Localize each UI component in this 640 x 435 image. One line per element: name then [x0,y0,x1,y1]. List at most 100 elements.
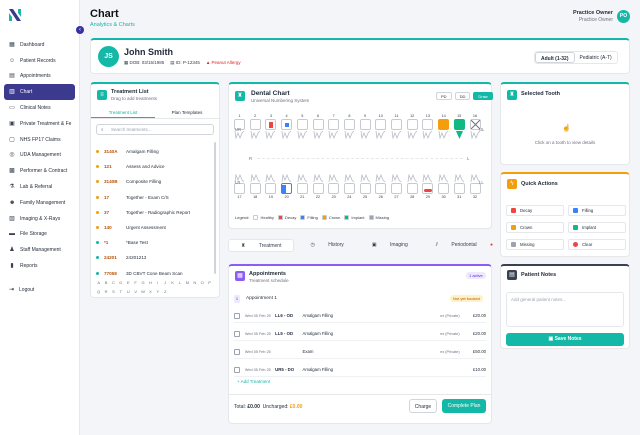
avatar[interactable]: PO [617,10,630,23]
tooth-25[interactable] [359,183,371,194]
tooth-2[interactable] [249,119,261,130]
sidebar-item-file-storage[interactable]: ▬ File Storage [4,227,75,243]
row-checkbox[interactable] [234,312,240,319]
treatment-item[interactable]: *1 *Base Test [96,237,206,248]
sidebar-item-private-treatment-fe[interactable]: ▣ Private Treatment & Fe [4,116,75,132]
logout-button[interactable]: ⇥ Logout [9,286,34,294]
alphabet-letter[interactable]: R [104,289,108,294]
tooth-13[interactable] [422,119,434,130]
pd-button[interactable]: PD [436,92,452,100]
appointment-header[interactable]: 1 Appointment 1 Not yet booked [234,293,486,304]
tooth-14[interactable] [438,119,450,130]
treatment-row[interactable]: Wed 05 Feb 25 LL5 - OD Amalgam Filling ex (… [234,327,486,341]
alphabet-letter[interactable]: O [200,280,204,285]
alphabet-letter[interactable]: Y [156,289,160,294]
treatment-search-input[interactable]: ⌕ Search treatments... [96,124,214,135]
alphabet-letter[interactable]: I [157,280,159,285]
tooth-8[interactable] [343,119,355,130]
sidebar-item-dashboard[interactable]: ▦ Dashboard [4,37,75,53]
row-checkbox[interactable] [234,330,240,337]
quick-action-decay[interactable]: Decay [506,205,564,216]
alphabet-letter[interactable]: N [193,280,197,285]
sidebar-item-lab-referral[interactable]: ⚗ Lab & Referral [4,179,75,195]
sidebar-item-staff-management[interactable]: ♟ Staff Management [4,242,75,258]
tooth-10[interactable] [375,119,387,130]
sidebar-item-nhs-fp17-claims[interactable]: ▢ NHS FP17 Claims [4,132,75,148]
tooth-15[interactable] [453,119,465,130]
tooth-19[interactable] [265,183,277,194]
tooth-28[interactable] [406,183,418,194]
sidebar-item-imaging-x-rays[interactable]: ▨ Imaging & X-Rays [4,211,75,227]
tooth-5[interactable] [296,119,308,130]
tooth-7[interactable] [328,119,340,130]
alphabet-letter[interactable]: B [104,280,108,285]
pediatric-toggle[interactable]: Pediatric (A-T) [579,55,612,61]
treatment-row[interactable]: Wed 05 Feb 25 UR5 - DO Amalgam Filling £10.… [234,363,486,377]
tooth-11[interactable] [391,119,402,130]
draw-button[interactable]: Draw [473,92,493,100]
alphabet-letter[interactable]: Z [163,289,167,294]
tooth-3[interactable] [265,119,277,130]
quick-action-clear[interactable]: Clear [568,239,626,250]
treatment-row[interactable]: Wed 05 Feb 25 LL6 - OD Amalgam Filling ex (… [234,309,486,323]
row-checkbox[interactable] [234,366,240,373]
alphabet-letter[interactable]: Q [97,289,101,294]
save-notes-button[interactable]: ▣ Save Notes [506,333,624,346]
tab-treatment[interactable]: ♜ Treatment [228,239,295,252]
alphabet-letter[interactable]: F [134,280,137,285]
dd-button[interactable]: DD [454,92,471,100]
tab-periodontal[interactable]: ⫽ Periodontal ● [424,239,505,252]
row-checkbox[interactable] [234,348,240,355]
tooth-16[interactable] [469,119,481,130]
treatment-item[interactable]: 140 Urgent Assessment [96,222,206,233]
adult-toggle[interactable]: Adult (1-32) [535,52,575,63]
alphabet-letter[interactable]: C [112,280,115,285]
sidebar-item-family-management[interactable]: ☻ Family Management [4,195,75,211]
tooth-18[interactable] [249,183,261,194]
alphabet-letter[interactable]: X [149,289,152,294]
sidebar-item-patient-records[interactable]: ☺ Patient Records [4,53,75,69]
tooth-21[interactable] [296,183,308,194]
alphabet-letter[interactable]: T [119,289,123,294]
alphabet-letter[interactable]: U [126,289,130,294]
alphabet-letter[interactable]: E [126,280,130,285]
add-treatment-link[interactable]: + Add Treatment [237,379,271,384]
tab-history[interactable]: ◷ History [298,239,355,252]
alphabet-letter[interactable]: V [134,289,137,294]
scrollbar[interactable] [214,142,216,274]
tab-treatment-list[interactable]: Treatment List [91,108,155,118]
collapse-sidebar-button[interactable]: ‹ [76,26,84,34]
treatment-item[interactable]: 24201 24201213 [96,252,206,263]
alphabet-letter[interactable]: G [141,280,145,285]
treatment-item[interactable]: 37 Together - Radiographic Report [96,207,206,218]
tab-plan-templates[interactable]: Plan Templates [171,110,203,115]
alphabet-letter[interactable]: L [178,280,182,285]
tooth-22[interactable] [312,183,324,194]
user-info[interactable]: Practice Owner Practice Owner [568,10,613,23]
patient-notes-input[interactable]: Add general patient notes... [506,292,624,327]
tooth-20[interactable] [281,183,293,194]
alphabet-letter[interactable]: S [112,289,115,294]
tooth-31[interactable] [453,183,465,194]
tooth-27[interactable] [391,183,402,194]
treatment-item[interactable]: 3140A Amalgam Filling [96,146,206,157]
tooth-1[interactable] [234,119,245,130]
alphabet-letter[interactable]: P [208,280,211,285]
alphabet-letter[interactable]: K [171,280,174,285]
complete-plan-button[interactable]: Complete Plan [442,399,486,413]
alphabet-letter[interactable]: H [148,280,152,285]
sidebar-item-reports[interactable]: ▮ Reports [4,258,75,274]
charge-button[interactable]: Charge [409,399,437,413]
treatment-item[interactable]: 77058 3D CBVT Cone Beam Scan [96,268,206,279]
tooth-24[interactable] [343,183,355,194]
alphabet-letter[interactable]: A [97,280,101,285]
tooth-29[interactable] [422,183,434,194]
tooth-6[interactable] [312,119,324,130]
alphabet-letter[interactable]: D [119,280,123,285]
quick-action-crown[interactable]: Crown [506,222,564,233]
tooth-32[interactable] [469,183,481,194]
treatment-item[interactable]: 17 Together - Exam C/S [96,192,206,203]
tooth-23[interactable] [328,183,340,194]
sidebar-item-clinical-notes[interactable]: ▭ Clinical Notes [4,100,75,116]
tooth-4[interactable] [281,119,293,130]
